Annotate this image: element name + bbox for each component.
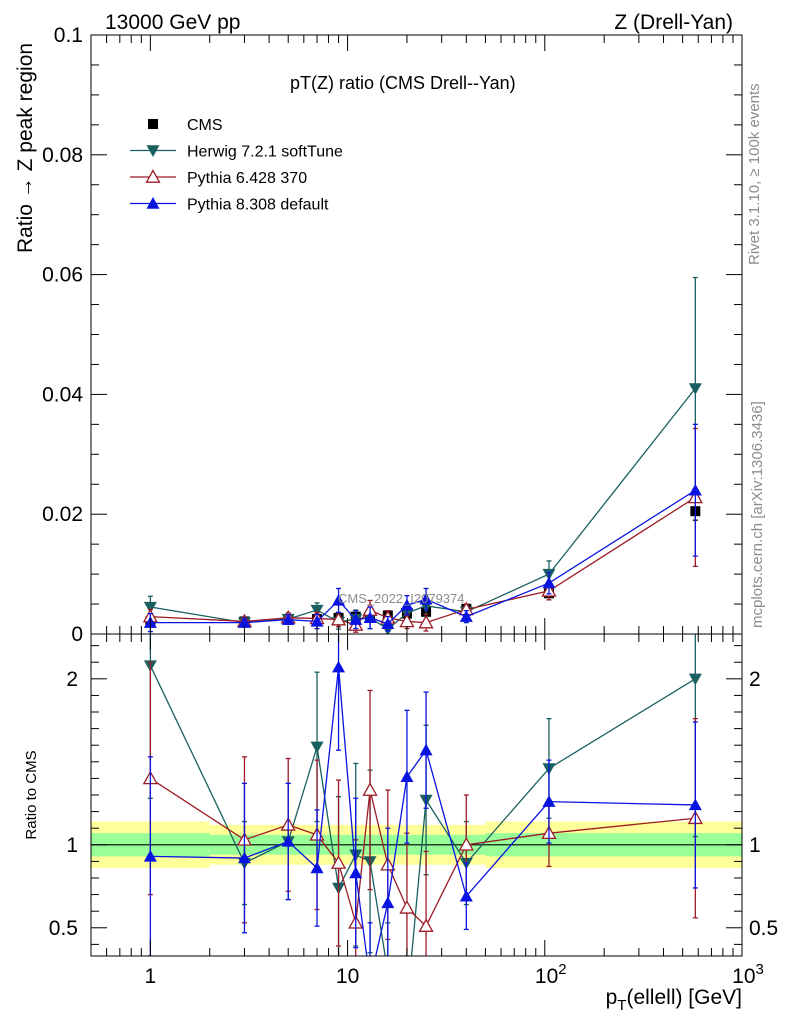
bottom-y-tick-label: 1 <box>66 834 78 857</box>
top-pythia-8-308-default-point <box>459 610 473 622</box>
top-pythia-8-308-default-point <box>381 617 395 630</box>
ratio-herwig-7-2-1-softtune-point <box>381 967 394 979</box>
x-tick-label: 10 <box>336 965 359 988</box>
top-pythia-8-308-default-point <box>688 483 702 496</box>
ratio-pythia-8-308-default-point <box>332 660 346 673</box>
bottom-ylabel: Ratio to CMS <box>23 750 40 839</box>
top-ylabel: Ratio → Z peak region <box>14 43 37 253</box>
top-pythia-6-428-370-point <box>418 614 434 629</box>
top-y-tick-label: 0.08 <box>42 144 83 167</box>
legend-herwig-7-2-1-softtune-marker <box>146 145 160 157</box>
legend-pythia-8-308-default-label: Pythia 8.308 default <box>187 197 329 214</box>
top-panel: 0 0.02 0.04 0.06 0.08 0.1 pT(Z) ratio (CMS Dr… <box>14 24 743 646</box>
bottom-y-tick-label-right: 1 <box>749 834 761 857</box>
watermark: CMS_2022_I2079374 <box>338 591 465 606</box>
ratio-herwig-7-2-1-softtune-point <box>688 673 702 686</box>
ratio-pythia-6-428-370-point <box>418 918 434 932</box>
x-axis-label-sub: T <box>617 997 626 1014</box>
ratio-herwig-7-2-1-softtune-point <box>400 1001 413 1013</box>
legend-pythia-8-308-default-marker <box>146 197 160 209</box>
header-left: 13000 GeV pp <box>105 11 240 34</box>
bottom-y-tick-label: 2 <box>66 668 78 691</box>
x-tick-label: 1 <box>145 965 157 988</box>
legend-pythia-6-428-370-marker <box>145 169 161 183</box>
bottom-frame <box>90 633 743 957</box>
header-right: Z (Drell-Yan) <box>614 11 733 34</box>
top-pythia-8-308-default-point <box>400 598 414 611</box>
ratio-pythia-6-428-370-point <box>362 782 378 796</box>
top-pythia-8-308-default-point <box>542 576 556 589</box>
rivet-label: Rivet 3.1.10, ≥ 100k events <box>746 83 763 265</box>
x-tick-label-exp: 2 <box>558 961 566 978</box>
bottom-y-tick-label-right: 2 <box>749 668 761 691</box>
ratio-pythia-8-308-default-point <box>381 896 395 909</box>
legend-pythia-6-428-370-label: Pythia 6.428 370 <box>187 170 307 187</box>
top-herwig-7-2-1-softtune <box>143 276 702 634</box>
ratio-pythia-8-308-default-point <box>542 795 556 807</box>
top-herwig-7-2-1-softtune-point <box>143 601 157 614</box>
ratio-pythia-8-308-default-point <box>364 974 377 986</box>
mcplots-label: mcplots.cern.ch [arXiv:1306.3436] <box>749 401 766 628</box>
top-y-tick-label: 0.04 <box>42 383 83 406</box>
ratio-herwig-7-2-1-softtune-point <box>310 741 324 754</box>
x-axis-label: pT(ellell) [GeV] <box>606 986 742 1014</box>
top-pythia-8-308-default <box>143 423 702 633</box>
top-pythia-6-428-370-point <box>330 611 347 626</box>
top-herwig-7-2-1-softtune-point <box>688 383 702 395</box>
top-pythia-8-308-default-point <box>349 613 363 625</box>
ratio-pythia-8-308-default-point <box>281 834 295 847</box>
x-tick-label: 103 <box>732 961 764 988</box>
x-axis-label-rest: (ellell) [GeV] <box>626 986 742 1009</box>
top-y-tick-label: 0.02 <box>42 503 83 526</box>
legend-herwig-7-2-1-softtune-label: Herwig 7.2.1 softTune <box>187 144 343 161</box>
bottom-y-tick-label: 0.5 <box>49 917 78 940</box>
top-y-tick-label: 0.06 <box>42 264 83 287</box>
ratio-pythia-6-428-370-point <box>330 855 347 869</box>
x-tick-label-base: 10 <box>732 965 755 988</box>
x-tick-label-exp: 3 <box>756 961 764 978</box>
top-y-tick-label: 0 <box>71 623 83 646</box>
top-pythia-8-308-default-point <box>310 614 324 627</box>
legend-cms-marker <box>148 119 158 129</box>
top-pythia-8-308-default-point <box>332 593 346 606</box>
top-pythia-8-308-default-point <box>363 611 377 624</box>
x-tick-label-base: 10 <box>535 965 558 988</box>
ratio-pythia-8-308-default-point <box>459 889 473 902</box>
top-cms <box>145 501 701 627</box>
top-title: pT(Z) ratio (CMS Drell--Yan) <box>290 73 516 93</box>
top-pythia-8-308-default-point <box>237 616 251 628</box>
ratio-pythia-8-308-default-point <box>143 849 157 862</box>
top-pythia-8-308-default-point <box>281 613 295 625</box>
ratio-pythia-8-308-default-point <box>237 851 251 864</box>
top-pythia-8-308-default-point <box>419 592 433 605</box>
ratio-pythia-8-308-default-point <box>349 866 363 879</box>
ratio-pythia-8-308-default-point <box>400 770 414 782</box>
ratio-pythia-6-428-370-point <box>399 900 415 914</box>
legend: CMS Herwig 7.2.1 softTune Pythia 6.428 370… <box>130 117 343 214</box>
x-tick-label: 102 <box>535 961 567 988</box>
top-y-tick-label: 0.1 <box>54 24 83 47</box>
ratio-pythia-8-308-default <box>143 634 702 986</box>
x-axis-label-main: p <box>606 986 618 1009</box>
bottom-y-tick-label-right: 0.5 <box>749 917 778 940</box>
ratio-pythia-8-308-default-point <box>419 743 433 756</box>
ratio-pythia-6-428-370-point <box>458 836 474 851</box>
legend-cms-label: CMS <box>187 117 223 134</box>
ratio-pythia-8-308-default-point <box>688 798 702 811</box>
ratio-pythia-8-308-default-point <box>310 861 324 874</box>
